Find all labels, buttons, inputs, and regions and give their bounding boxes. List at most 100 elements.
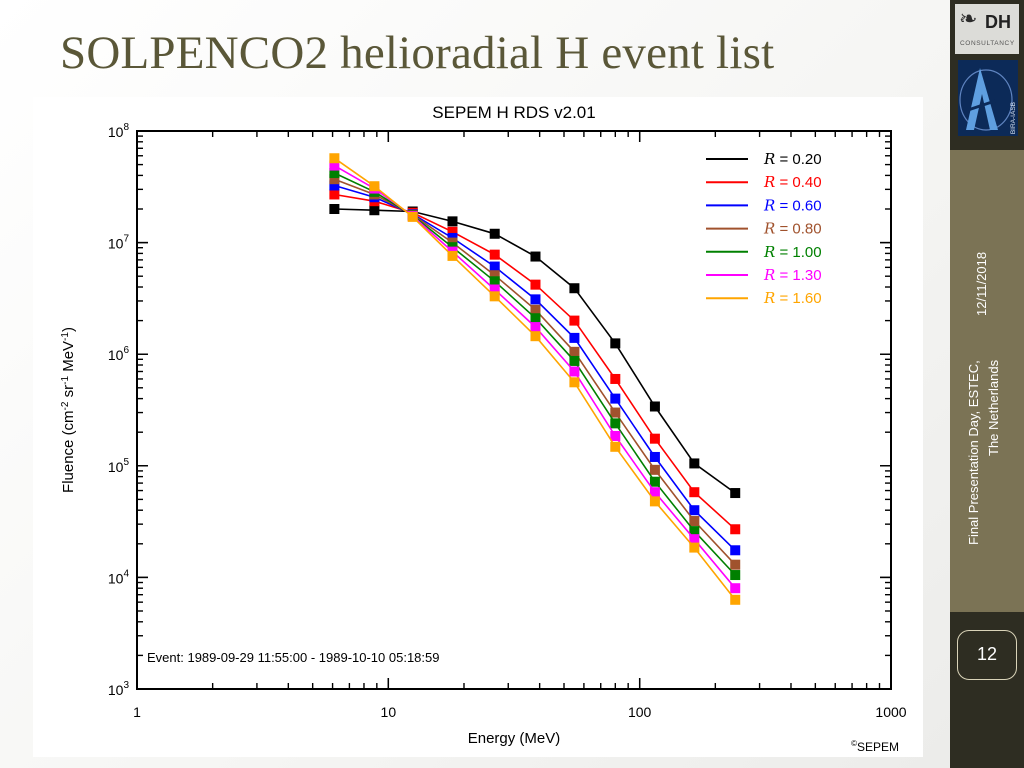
data-point [730,594,741,605]
data-point [329,168,340,179]
chart-title: SEPEM H RDS v2.01 [432,103,595,122]
data-point [689,505,700,516]
data-point [530,251,541,262]
legend-label: R = 0.60 [763,196,822,214]
slide-title: SOLPENCO2 helioradial H event list [60,27,775,79]
x-tick-label: 1 [133,704,141,720]
data-point [489,291,500,302]
data-point [569,377,580,388]
data-point [530,304,541,315]
dh-logo-text: DH [985,12,1011,32]
y-tick-label: 107 [108,234,130,252]
plot-frame [136,130,892,690]
data-point [689,458,700,469]
slide-footer: Final Presentation Day, ESTEC, The Nethe… [964,360,1004,570]
data-point [329,204,340,215]
data-point [447,226,458,237]
data-point [610,430,621,441]
legend-label: R = 1.30 [763,266,822,284]
y-tick-label: 106 [108,345,130,363]
data-point [369,205,380,216]
bira-a-icon [959,68,1013,131]
data-point [649,401,660,412]
series-line [334,172,736,576]
data-point [569,283,580,294]
page-number-badge: 12 [957,630,1017,680]
data-point [329,153,340,164]
bira-logo-text: BIRA-IASB [1010,101,1017,134]
y-tick-label: 103 [108,680,130,698]
data-point [489,228,500,239]
data-point [447,250,458,261]
data-point [730,559,741,570]
data-point [689,526,700,537]
x-tick-label: 1000 [875,704,906,720]
data-point [730,488,741,499]
x-tick-label: 10 [381,704,397,720]
series-r-0.40 [329,189,741,535]
data-point [730,583,741,594]
data-point [329,174,340,185]
copyright-label: ©SEPEM [851,739,899,754]
dh-swirl-icon: ❧ [959,6,978,31]
data-point [569,366,580,377]
data-point [489,261,500,272]
data-point [649,464,660,475]
data-point [730,570,741,581]
data-point [610,418,621,429]
dh-consultancy-logo: ❧ DH CONSULTANCY [955,4,1019,54]
bira-iasb-logo: BIRA-IASB [958,60,1018,136]
x-axis-label: Energy (MeV) [468,730,561,747]
data-point [649,451,660,462]
y-tick-label: 108 [108,122,130,140]
x-tick-label: 100 [628,704,652,720]
data-point [569,332,580,343]
data-point [569,346,580,357]
data-point [569,355,580,366]
data-point [610,393,621,404]
y-tick-label: 104 [108,568,130,586]
y-axis-label: Fluence (cm-2 sr-1 MeV-1) [60,327,78,493]
data-point [489,284,500,295]
data-point [610,338,621,349]
data-point [530,279,541,290]
data-point [689,516,700,527]
series-line [333,157,736,601]
data-point [649,496,660,507]
chart-figure: SEPEM H RDS v2.01 1 10 100 1000 103 104 105 106 1… [33,97,923,757]
data-point [329,189,340,200]
legend-label: R = 1.60 [763,289,822,307]
fluence-chart: SEPEM H RDS v2.01 1 10 100 1000 103 104 105 106 1… [60,103,907,754]
series-r-1.00 [329,168,741,581]
data-point [689,534,700,545]
data-point [610,407,621,418]
data-point [649,433,660,444]
series-r-1.60 [329,153,741,605]
data-point [329,160,340,171]
data-point [649,487,660,498]
data-point [530,313,541,324]
data-point [489,276,500,287]
data-point [329,180,340,191]
legend-label: R = 1.00 [763,243,822,261]
data-point [489,270,500,281]
data-point [730,524,741,535]
data-point [689,487,700,498]
data-point [369,181,380,192]
legend-label: R = 0.40 [763,173,822,191]
legend-label: R = 0.80 [763,220,822,238]
data-point [610,441,621,452]
dh-logo-subtext: CONSULTANCY [960,40,1015,47]
data-point [530,294,541,305]
data-point [730,545,741,556]
series-r-0.20 [329,204,741,499]
data-point [530,331,541,342]
footer-line-1: Final Presentation Day, ESTEC, [966,360,981,545]
data-point [689,542,700,553]
data-point [407,211,418,222]
data-point [649,476,660,487]
legend-label: R = 0.20 [763,150,822,168]
event-annotation: Event: 1989-09-29 11:55:00 - 1989-10-10 … [147,650,439,665]
series-line [334,193,736,530]
footer-line-2: The Netherlands [986,360,1001,457]
